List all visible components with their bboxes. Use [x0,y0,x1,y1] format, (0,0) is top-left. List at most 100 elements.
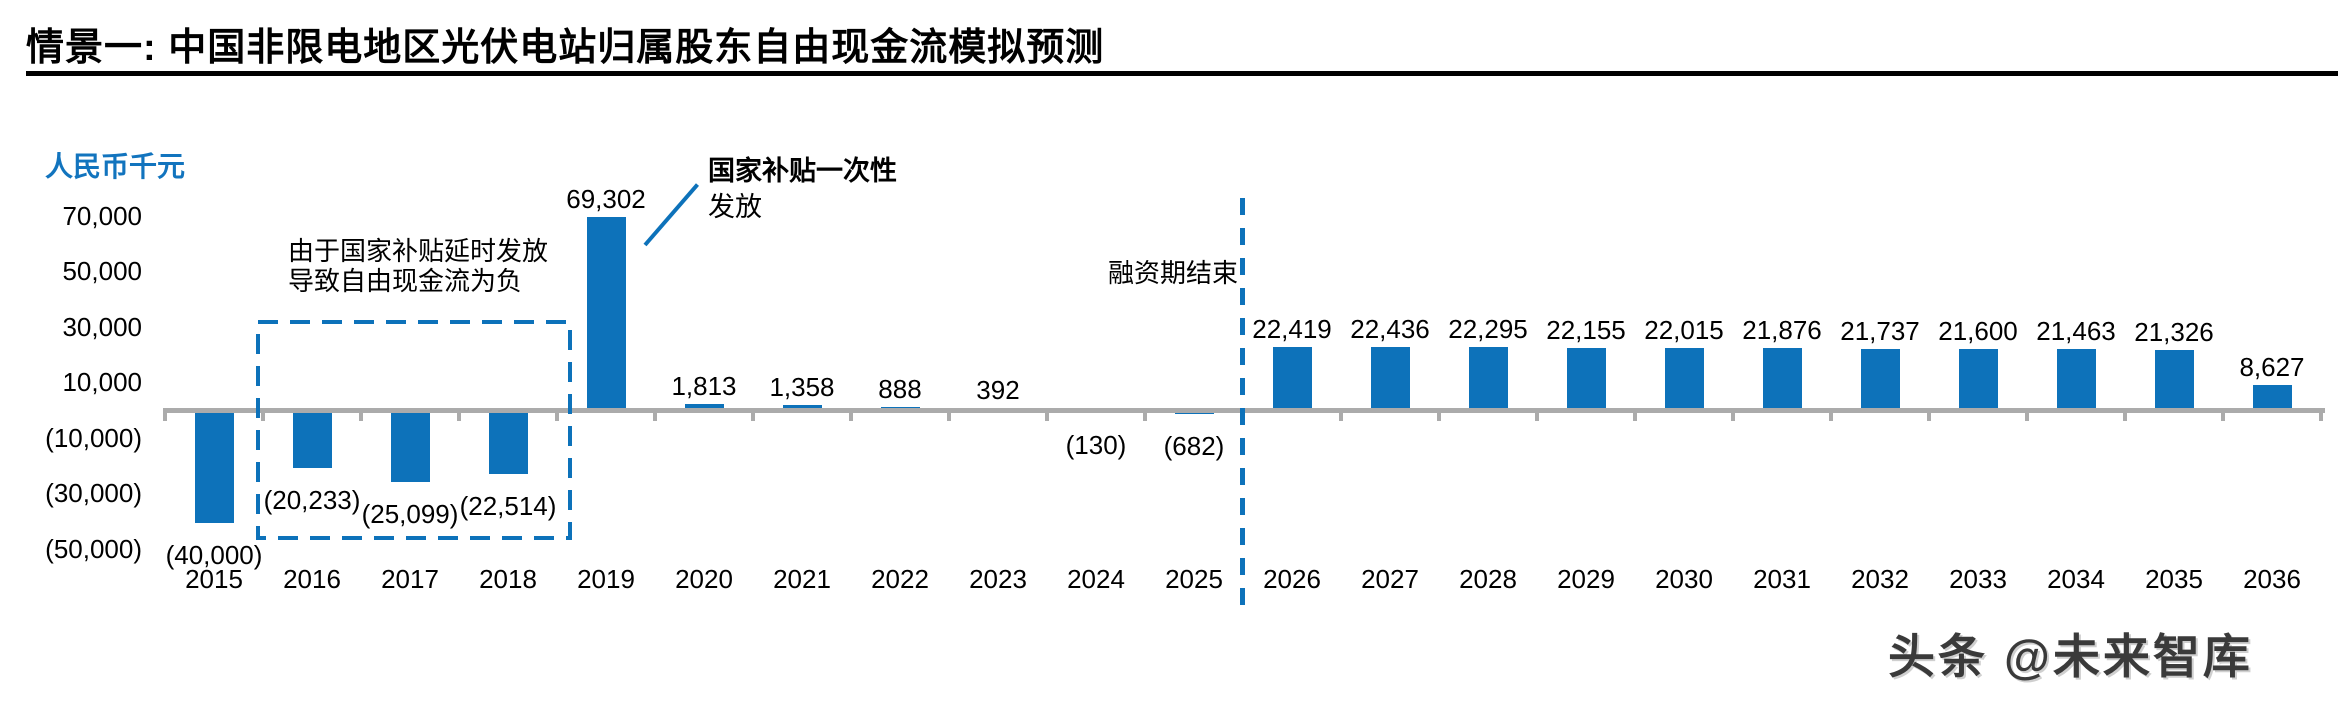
y-tick-label-30000: 30,000 [62,311,142,342]
x-year-label-2036: 2036 [2243,564,2301,594]
x-year-label-2034: 2034 [2047,564,2105,594]
bar-value-label-2034: 21,463 [2036,316,2116,347]
bar-value-label-2015: (40,000) [165,540,263,570]
x-year-label-2032: 2032 [1851,564,1909,594]
bar-2027 [1370,346,1410,409]
x-tick-mark-6 [751,408,755,421]
onetime-subsidy-annotation-line2: 发放 [708,192,762,222]
bar-value-label-2023: 392 [976,374,1020,405]
negative-cashflow-dashed-box [256,320,572,540]
x-year-label-2031: 2031 [1753,564,1811,594]
y-axis-unit-label: 人民币千元 [45,151,186,182]
x-year-label-2017: 2017 [381,564,439,594]
subsidy-delay-annotation-line1: 由于国家补贴延时发放 [288,236,549,266]
bar-value-label-2019: 69,302 [566,183,646,214]
bar-2032 [1860,348,1900,409]
y-tick-label-70000: 70,000 [62,200,142,231]
bar-value-label-2033: 21,600 [1938,316,2018,347]
bar-2035 [2154,349,2194,409]
x-year-label-2024: 2024 [1067,564,1125,594]
x-year-label-2022: 2022 [871,564,929,594]
bar-2030 [1664,347,1704,409]
financing-end-dashed-line [1240,198,1245,618]
bar-2026 [1272,346,1312,409]
x-tick-mark-9 [1045,408,1049,421]
x-tick-mark-8 [947,408,951,421]
title-underline [26,71,2338,76]
watermark: 头条 @未来智库 [1888,630,2253,683]
x-tick-mark-5 [653,408,657,421]
bar-2036 [2252,385,2292,409]
bar-2029 [1566,347,1606,409]
x-tick-mark-20 [2123,408,2127,421]
x-tick-mark-16 [1731,408,1735,421]
financing-end-label: 融资期结束 [1107,258,1238,288]
x-year-label-2023: 2023 [969,564,1027,594]
bar-value-label-2017: (25,099) [361,498,459,529]
subsidy-delay-annotation-line2: 导致自由现金流为负 [288,266,523,296]
bar-2019 [586,216,626,409]
bar-value-label-2016: (20,233) [263,485,361,516]
bar-2034 [2056,349,2096,409]
x-year-label-2018: 2018 [479,564,537,594]
bar-value-label-2028: 22,295 [1448,314,1528,345]
bar-value-label-2029: 22,155 [1546,314,1626,345]
bar-2018 [488,412,528,475]
x-year-label-2025: 2025 [1165,564,1223,594]
bar-value-label-2027: 22,436 [1350,313,1430,344]
x-year-label-2035: 2035 [2145,564,2203,594]
bar-value-label-2022: 888 [878,373,922,404]
x-tick-mark-1 [261,408,265,421]
y-tick-label--10000: (10,000) [45,422,142,453]
x-tick-mark-3 [457,408,461,421]
x-year-label-2030: 2030 [1655,564,1713,594]
x-tick-mark-19 [2025,408,2029,421]
x-tick-mark-13 [1437,408,1441,421]
x-tick-mark-18 [1927,408,1931,421]
x-tick-mark-4 [555,408,559,421]
bar-2022 [880,406,920,409]
x-year-label-2028: 2028 [1459,564,1517,594]
x-year-label-2021: 2021 [773,564,831,594]
subsidy-delay-annotation: 由于国家补贴延时发放 导致自由现金流为负 [288,236,548,296]
bar-2021 [782,405,822,409]
bar-value-label-2026: 22,419 [1252,313,1332,344]
y-tick-label--50000: (50,000) [45,533,142,564]
x-year-label-2019: 2019 [577,564,635,594]
bar-2017 [390,412,430,482]
page-title: 情景一: 中国非限电地区光伏电站归属股东自由现金流模拟预测 [26,27,1105,69]
bar-2033 [1958,349,1998,409]
bar-2031 [1762,348,1802,409]
bar-value-label-2030: 22,015 [1644,314,1724,345]
x-axis-line [165,408,2325,413]
x-tick-mark-22 [2319,408,2323,421]
bar-2028 [1468,347,1508,409]
y-tick-label--30000: (30,000) [45,478,142,509]
bar-value-label-2021: 1,358 [769,372,835,403]
bar-value-label-2020: 1,813 [671,370,737,401]
x-tick-mark-21 [2221,408,2225,421]
bar-value-label-2035: 21,326 [2134,316,2214,347]
x-tick-mark-0 [163,408,167,421]
y-tick-label-50000: 50,000 [62,256,142,287]
onetime-subsidy-annotation: 国家补贴一次性 发放 [708,153,897,225]
x-year-label-2026: 2026 [1263,564,1321,594]
bar-2020 [684,403,724,409]
x-year-label-2015: 2015 [185,564,243,594]
x-year-label-2027: 2027 [1361,564,1419,594]
x-tick-mark-15 [1633,408,1637,421]
bar-value-label-2036: 8,627 [2239,352,2305,383]
bar-value-label-2031: 21,876 [1742,315,1822,346]
x-tick-mark-14 [1535,408,1539,421]
y-tick-label-10000: 10,000 [62,367,142,398]
bar-2016 [292,412,332,469]
x-tick-mark-2 [359,408,363,421]
bar-value-label-2024: (130) [1065,430,1127,461]
x-year-label-2020: 2020 [675,564,733,594]
bar-value-label-2025: (682) [1163,430,1225,461]
x-tick-mark-10 [1143,408,1147,421]
bar-value-label-2018: (22,514) [459,491,557,522]
bar-2015 [194,412,234,523]
x-year-label-2029: 2029 [1557,564,1615,594]
